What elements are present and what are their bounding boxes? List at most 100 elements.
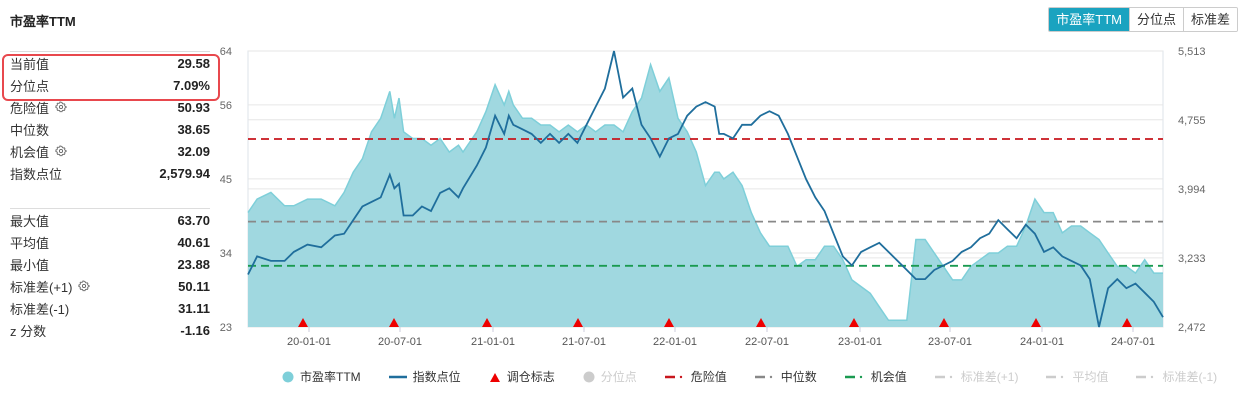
gear-icon[interactable]	[55, 101, 67, 113]
stat-value: 50.93	[177, 99, 210, 115]
legend-item[interactable]: 调仓标志	[489, 368, 555, 385]
dash-line-icon	[1046, 371, 1066, 383]
circle-icon	[282, 371, 294, 383]
y-right-tick: 5,513	[1178, 46, 1206, 58]
x-tick-label: 22-01-01	[653, 336, 697, 348]
tab-percentile[interactable]: 分位点	[1128, 8, 1183, 31]
stat-label-text: 标准差(+1)	[10, 279, 73, 295]
stat-value: 38.65	[177, 121, 210, 137]
stats-panel: 当前值 29.58 分位点 7.09% 危险值 50.93 中位数 38.65 机会值 32.09…	[2, 51, 220, 341]
stat-value: 31.11	[178, 300, 210, 316]
legend-item[interactable]: 标准差(-1)	[1136, 368, 1217, 385]
stat-label-text: 最大值	[10, 213, 50, 229]
page-title: 市盈率TTM	[10, 14, 76, 29]
stat-row: z 分数 -1.16	[10, 319, 210, 341]
x-tick-label: 23-07-01	[928, 336, 972, 348]
stat-value: 29.58	[177, 55, 210, 71]
rebalance-marker-icon	[389, 318, 399, 327]
rebalance-marker-icon	[1122, 318, 1132, 327]
stat-label-text: 最小值	[10, 257, 50, 273]
stat-label: 最小值	[10, 255, 49, 274]
legend-item[interactable]: 分位点	[583, 368, 637, 385]
legend-item[interactable]: 危险值	[664, 368, 727, 385]
stat-row: 标准差(-1) 31.11	[10, 297, 210, 319]
stat-row: 当前值 29.58	[10, 52, 210, 74]
legend-item[interactable]: 市盈率TTM	[282, 368, 361, 385]
stat-label-text: 机会值	[10, 144, 50, 160]
stat-label: 标准差(+1)	[10, 277, 91, 296]
legend-label: 调仓标志	[506, 370, 555, 384]
stat-row: 机会值 32.09	[10, 140, 210, 162]
dash-line-icon	[754, 371, 775, 383]
y-right-tick: 3,233	[1178, 253, 1206, 265]
stat-row: 最大值 63.70	[10, 209, 210, 231]
index-line	[247, 50, 1164, 328]
legend-label: 市盈率TTM	[300, 370, 361, 384]
stat-label-text: 分位点	[10, 78, 50, 94]
legend-label: 标准差(-1)	[1162, 370, 1218, 384]
y-right-tick: 3,994	[1178, 184, 1206, 196]
y-left-tick: 34	[220, 248, 232, 260]
stat-row: 危险值 50.93	[10, 96, 210, 118]
pe-area	[248, 64, 1163, 327]
stat-row: 中位数 38.65	[10, 118, 210, 140]
stat-label: z 分数	[10, 321, 46, 340]
y-left-tick: 23	[220, 322, 232, 334]
legend-label: 平均值	[1072, 370, 1109, 384]
x-tick-label: 20-07-01	[378, 336, 422, 348]
stat-label: 当前值	[10, 54, 49, 73]
rebalance-marker-icon	[573, 318, 583, 327]
stat-label-text: 平均值	[10, 235, 50, 251]
gear-icon[interactable]	[55, 145, 67, 157]
pe-area-edge	[247, 61, 1163, 322]
x-tick-label: 22-07-01	[745, 336, 789, 348]
y-right-tick: 4,755	[1178, 115, 1206, 127]
legend-item[interactable]: 指数点位	[388, 368, 461, 385]
rebalance-marker-icon	[756, 318, 766, 327]
stat-value: 40.61	[177, 234, 210, 250]
stat-value: 7.09%	[173, 77, 210, 93]
stat-label-text: 指数点位	[10, 166, 63, 182]
stat-value: 50.11	[178, 278, 210, 294]
legend-label: 分位点	[600, 370, 637, 384]
stat-label: 分位点	[10, 76, 49, 95]
stat-value: -1.16	[180, 322, 210, 338]
legend-item[interactable]: 标准差(+1)	[934, 368, 1018, 385]
stat-value: 32.09	[177, 143, 210, 159]
rebalance-marker-icon	[298, 318, 308, 327]
rebalance-marker-icon	[849, 318, 859, 327]
stat-label: 标准差(-1)	[10, 299, 69, 318]
gear-icon[interactable]	[78, 280, 91, 292]
circle-icon	[583, 371, 595, 383]
stat-label: 最大值	[10, 211, 49, 230]
dash-line-icon	[844, 371, 865, 383]
stat-value: 23.88	[177, 256, 210, 272]
current-value-highlight	[2, 54, 220, 101]
stat-label-text: z 分数	[10, 323, 47, 339]
legend-label: 机会值	[870, 370, 907, 384]
tab-pe-ttm[interactable]: 市盈率TTM	[1049, 8, 1129, 31]
rebalance-marker-icon	[939, 318, 949, 327]
stat-label-text: 当前值	[10, 56, 50, 72]
stat-label-text: 危险值	[10, 100, 50, 116]
line-icon	[388, 371, 407, 383]
rebalance-marker-icon	[664, 318, 674, 327]
legend-label: 指数点位	[412, 370, 461, 384]
legend-item[interactable]: 中位数	[754, 368, 817, 385]
stat-row: 分位点 7.09%	[10, 74, 210, 96]
stat-value: 2,579.94	[159, 165, 210, 181]
triangle-icon	[489, 371, 501, 383]
legend-item[interactable]: 机会值	[844, 368, 907, 385]
rebalance-marker-icon	[1031, 318, 1041, 327]
stat-label: 平均值	[10, 233, 49, 252]
dash-line-icon	[664, 371, 685, 383]
legend-label: 危险值	[690, 370, 727, 384]
legend-item[interactable]: 平均值	[1046, 368, 1108, 385]
tab-std-dev[interactable]: 标准差	[1182, 8, 1237, 31]
x-tick-label: 24-01-01	[1020, 336, 1064, 348]
stats-bottom-group: 最大值 63.70 平均值 40.61 最小值 23.88 标准差(+1) 50.11 标准差(…	[10, 209, 210, 341]
stat-label: 机会值	[10, 142, 67, 161]
x-tick-label: 21-01-01	[471, 336, 515, 348]
chart-legend: 市盈率TTM 指数点位 调仓标志 分位点 危险值 中位数 机会值 标准差(+1) 平均值 标准差(…	[282, 368, 1245, 385]
